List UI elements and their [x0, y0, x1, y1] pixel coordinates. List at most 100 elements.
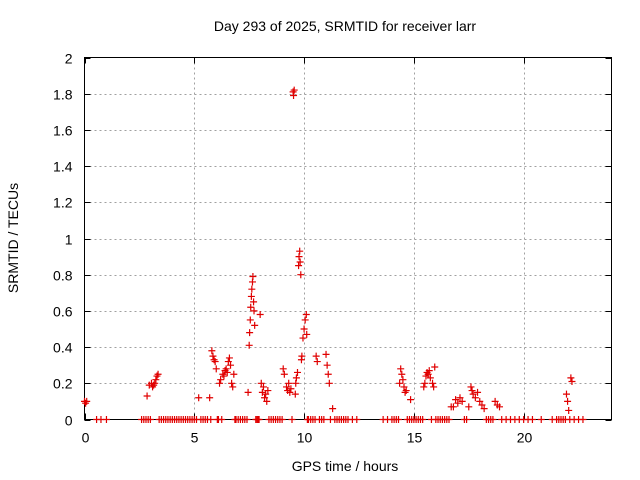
- data-point: [285, 379, 293, 387]
- data-point: [246, 316, 254, 324]
- data-point: [325, 379, 333, 387]
- data-point: [301, 316, 309, 324]
- data-point: [424, 370, 432, 378]
- data-point: [143, 392, 151, 400]
- data-point: [290, 92, 298, 100]
- y-tick-label: 2: [65, 51, 73, 67]
- data-point: [480, 405, 488, 413]
- data-point: [263, 397, 271, 405]
- data-point: [324, 370, 332, 378]
- data-point: [323, 361, 331, 369]
- x-axis-label: GPS time / hours: [292, 458, 399, 474]
- data-point: [223, 368, 231, 376]
- data-point: [220, 372, 228, 380]
- data-point: [425, 367, 433, 375]
- data-point: [419, 416, 427, 423]
- y-tick-label: 0.4: [53, 340, 73, 356]
- data-point: [256, 311, 264, 319]
- data-point: [250, 307, 258, 315]
- data-point: [251, 321, 259, 329]
- data-point: [83, 397, 91, 405]
- data-point: [154, 370, 162, 378]
- data-point: [264, 387, 272, 395]
- data-point: [292, 379, 300, 387]
- data-point: [262, 390, 270, 398]
- y-tick-label: 0.8: [53, 268, 73, 284]
- data-point: [297, 271, 305, 279]
- data-point: [471, 394, 479, 402]
- data-point: [299, 334, 307, 342]
- data-point: [329, 405, 337, 413]
- data-point: [426, 374, 434, 382]
- y-tick-label: 1.2: [53, 195, 73, 211]
- data-point: [395, 416, 403, 423]
- x-tick-label: 20: [517, 430, 533, 446]
- data-point: [218, 416, 226, 423]
- data-point: [290, 86, 298, 94]
- data-point: [296, 258, 304, 266]
- data-point: [565, 406, 573, 414]
- data-point: [82, 399, 90, 407]
- data-point: [303, 330, 311, 338]
- data-point: [227, 361, 235, 369]
- data-point: [250, 298, 258, 306]
- data-point: [496, 403, 504, 411]
- data-point: [312, 352, 320, 360]
- data-point: [222, 365, 230, 373]
- data-point: [449, 403, 457, 411]
- data-point: [478, 401, 486, 409]
- data-point: [257, 379, 265, 387]
- data-points: [81, 86, 587, 423]
- x-tick-label: 0: [82, 430, 90, 446]
- data-point: [579, 416, 587, 423]
- data-point: [245, 341, 253, 349]
- data-point: [295, 253, 303, 261]
- data-point: [322, 350, 330, 358]
- y-tick-label: 1.8: [53, 87, 73, 103]
- data-point: [287, 385, 295, 393]
- data-point: [224, 358, 232, 366]
- data-point: [420, 383, 428, 391]
- data-point: [296, 247, 304, 255]
- data-point: [353, 416, 361, 423]
- plot-frame: [84, 57, 612, 420]
- data-point: [537, 416, 545, 423]
- data-point: [225, 354, 233, 362]
- data-point: [458, 397, 466, 405]
- data-point: [246, 329, 254, 337]
- grid-lines: [84, 57, 612, 420]
- y-tick-label: 1: [65, 232, 73, 248]
- data-point: [302, 311, 310, 319]
- data-point: [229, 383, 237, 391]
- data-point: [279, 365, 287, 373]
- data-point: [397, 365, 405, 373]
- data-point: [313, 358, 321, 366]
- data-point: [259, 383, 267, 391]
- y-tick-label: 0.2: [53, 376, 73, 392]
- tick-labels: 00.20.40.60.811.21.41.61.820 5 10 15 20: [53, 51, 532, 446]
- data-point: [476, 397, 484, 405]
- data-point: [247, 303, 255, 311]
- data-point: [421, 379, 429, 387]
- data-point: [402, 387, 410, 395]
- data-point: [445, 416, 453, 423]
- data-point: [407, 396, 415, 404]
- data-point: [248, 285, 256, 293]
- data-point: [249, 273, 257, 281]
- data-point: [429, 379, 437, 387]
- data-point: [463, 416, 471, 423]
- data-point: [206, 394, 214, 402]
- data-point: [293, 368, 301, 376]
- data-point: [151, 379, 159, 387]
- data-point: [211, 358, 219, 366]
- data-point: [396, 379, 404, 387]
- data-point: [431, 363, 439, 371]
- data-point: [195, 394, 203, 402]
- y-axis-label: SRMTID / TECUs: [5, 183, 21, 293]
- data-point: [320, 416, 328, 423]
- y-tick-label: 1.6: [53, 123, 73, 139]
- y-tick-label: 0.6: [53, 304, 73, 320]
- data-point: [146, 416, 154, 423]
- data-point: [288, 416, 296, 423]
